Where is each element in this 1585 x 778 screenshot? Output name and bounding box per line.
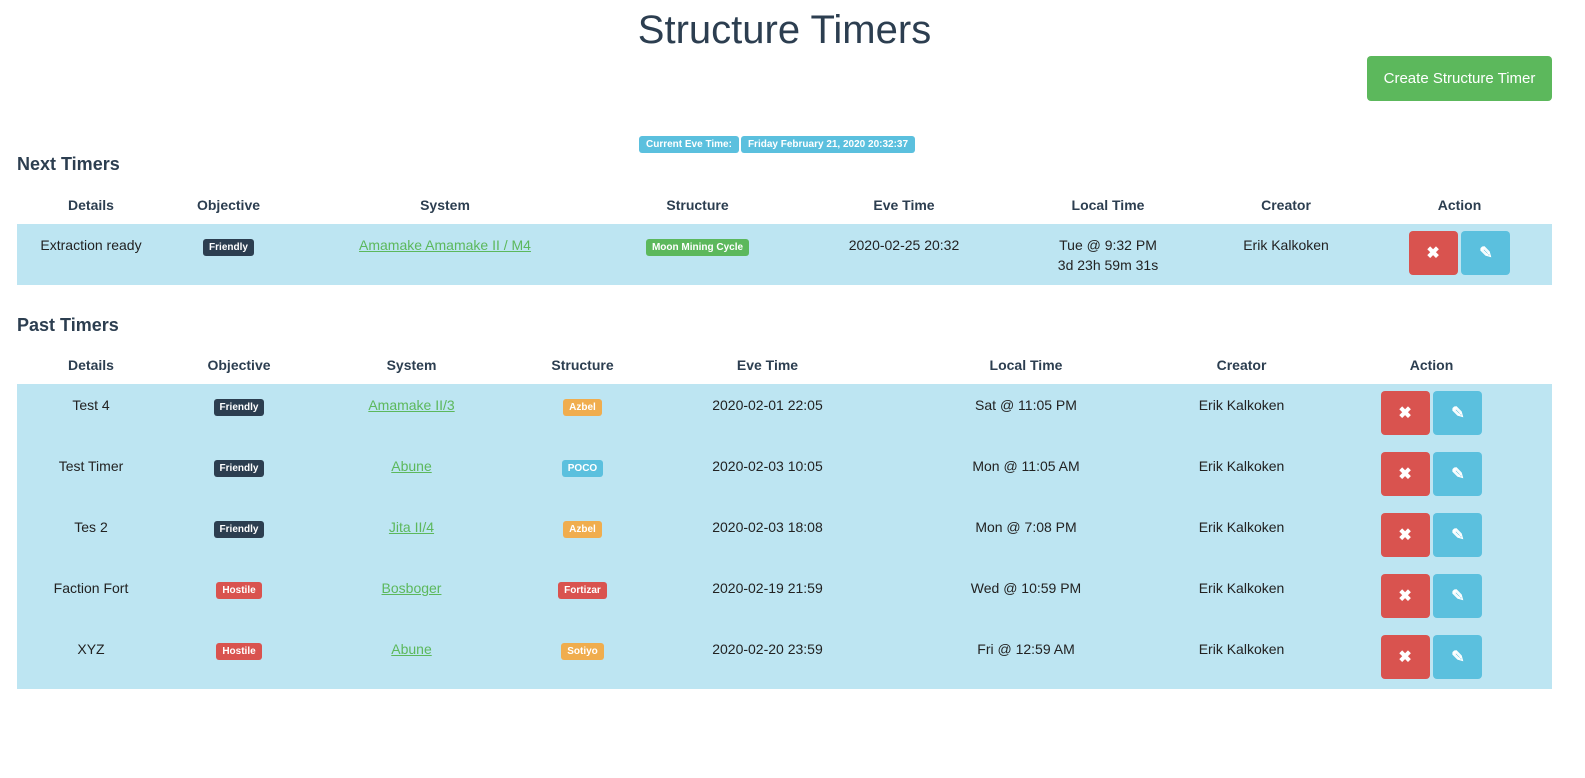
details: Test Timer bbox=[17, 445, 165, 506]
eve-time: 2020-02-03 18:08 bbox=[655, 506, 880, 567]
page-title: Structure Timers bbox=[637, 8, 932, 52]
pencil-icon: ✎ bbox=[1451, 405, 1465, 422]
structure-badge: Fortizar bbox=[558, 582, 607, 599]
edit-button[interactable]: ✎ bbox=[1461, 231, 1511, 275]
close-icon: ✖ bbox=[1398, 649, 1412, 666]
edit-button[interactable]: ✎ bbox=[1433, 635, 1483, 679]
creator: Erik Kalkoken bbox=[1172, 628, 1311, 689]
pencil-icon: ✎ bbox=[1479, 245, 1493, 262]
eve-time-label: Current Eve Time: bbox=[639, 136, 739, 153]
create-structure-timer-button[interactable]: Create Structure Timer bbox=[1367, 56, 1552, 101]
column-header: Structure bbox=[551, 357, 614, 373]
system-link[interactable]: Jita II/4 bbox=[388, 519, 435, 535]
local-time: Mon @ 11:05 AM bbox=[972, 458, 1080, 474]
column-header: Structure bbox=[666, 197, 729, 213]
current-eve-time: Current Eve Time: Friday February 21, 20… bbox=[639, 136, 916, 153]
pencil-icon: ✎ bbox=[1451, 649, 1465, 666]
delete-button[interactable]: ✖ bbox=[1380, 635, 1430, 679]
pencil-icon: ✎ bbox=[1451, 527, 1465, 544]
creator: Erik Kalkoken bbox=[1172, 384, 1311, 445]
table-row: Test 4 Friendly Amamake II/3 Azbel 2020-… bbox=[17, 384, 1552, 445]
objective-badge: Friendly bbox=[213, 460, 265, 477]
edit-button[interactable]: ✎ bbox=[1433, 452, 1483, 496]
pencil-icon: ✎ bbox=[1451, 588, 1465, 605]
column-header: Action bbox=[1409, 357, 1454, 373]
next-timers-heading: Next Timers bbox=[17, 154, 120, 174]
structure-badge: POCO bbox=[561, 460, 604, 477]
delete-button[interactable]: ✖ bbox=[1380, 513, 1430, 557]
past-timers-heading: Past Timers bbox=[17, 315, 119, 335]
system-link[interactable]: Bosboger bbox=[381, 580, 442, 596]
details: Faction Fort bbox=[17, 567, 165, 628]
system-link[interactable]: Amamake Amamake II / M4 bbox=[359, 237, 531, 253]
eve-time: 2020-02-01 22:05 bbox=[655, 384, 880, 445]
local-time: Wed @ 10:59 PM bbox=[970, 580, 1082, 596]
table-row: Test Timer Friendly Abune POCO 2020-02-0… bbox=[17, 445, 1552, 506]
column-header: Action bbox=[1437, 197, 1482, 213]
close-icon: ✖ bbox=[1398, 466, 1412, 483]
table-row: Tes 2 Friendly Jita II/4 Azbel 2020-02-0… bbox=[17, 506, 1552, 567]
column-header: Local Time bbox=[989, 357, 1063, 373]
delete-button[interactable]: ✖ bbox=[1380, 574, 1430, 618]
pencil-icon: ✎ bbox=[1451, 466, 1465, 483]
column-header: Creator bbox=[1261, 197, 1311, 213]
column-header: Eve Time bbox=[736, 357, 799, 373]
details: Tes 2 bbox=[17, 506, 165, 567]
table-row: Extraction ready Friendly Amamake Amamak… bbox=[17, 224, 1552, 285]
creator: Erik Kalkoken bbox=[1172, 567, 1311, 628]
column-header: Creator bbox=[1216, 357, 1267, 373]
next-timers-table: Details Objective System Structure Eve Time L… bbox=[17, 186, 1552, 285]
details: Extraction ready bbox=[17, 224, 165, 285]
column-header: Details bbox=[68, 357, 114, 373]
edit-button[interactable]: ✎ bbox=[1433, 513, 1483, 557]
table-row: XYZ Hostile Abune Sotiyo 2020-02-20 23:5… bbox=[17, 628, 1552, 689]
eve-time: 2020-02-25 20:32 bbox=[797, 224, 1011, 285]
objective-badge: Friendly bbox=[203, 239, 254, 256]
close-icon: ✖ bbox=[1426, 245, 1440, 262]
objective-badge: Friendly bbox=[213, 521, 265, 538]
details: XYZ bbox=[17, 628, 165, 689]
column-header: Eve Time bbox=[873, 197, 935, 213]
close-icon: ✖ bbox=[1398, 527, 1412, 544]
system-link[interactable]: Abune bbox=[391, 458, 432, 474]
local-time: Tue @ 9:32 PM bbox=[1059, 237, 1157, 253]
close-icon: ✖ bbox=[1398, 588, 1412, 605]
creator: Erik Kalkoken bbox=[1205, 224, 1367, 285]
table-row: Faction Fort Hostile Bosboger Fortizar 2… bbox=[17, 567, 1552, 628]
local-time: Mon @ 7:08 PM bbox=[975, 519, 1077, 535]
system-link[interactable]: Abune bbox=[391, 641, 432, 657]
structure-badge: Azbel bbox=[563, 399, 602, 416]
details: Test 4 bbox=[17, 384, 165, 445]
edit-button[interactable]: ✎ bbox=[1433, 574, 1483, 618]
creator: Erik Kalkoken bbox=[1172, 445, 1311, 506]
delete-button[interactable]: ✖ bbox=[1380, 391, 1430, 435]
delete-button[interactable]: ✖ bbox=[1408, 231, 1458, 275]
column-header: Details bbox=[68, 197, 114, 213]
system-link[interactable]: Amamake II/3 bbox=[368, 397, 455, 413]
column-header: Local Time bbox=[1071, 197, 1145, 213]
objective-badge: Friendly bbox=[213, 399, 265, 416]
structure-badge: Moon Mining Cycle bbox=[645, 239, 750, 256]
creator: Erik Kalkoken bbox=[1172, 506, 1311, 567]
structure-badge: Sotiyo bbox=[561, 643, 604, 660]
local-time: Sat @ 11:05 PM bbox=[975, 397, 1077, 413]
column-header: System bbox=[386, 357, 437, 373]
eve-time: 2020-02-20 23:59 bbox=[655, 628, 880, 689]
local-time: Fri @ 12:59 AM bbox=[977, 641, 1075, 657]
eve-time: 2020-02-03 10:05 bbox=[655, 445, 880, 506]
eve-time-value: Friday February 21, 2020 20:32:37 bbox=[740, 136, 916, 153]
eve-time: 2020-02-19 21:59 bbox=[655, 567, 880, 628]
column-header: Objective bbox=[207, 357, 271, 373]
objective-badge: Hostile bbox=[216, 643, 262, 660]
edit-button[interactable]: ✎ bbox=[1433, 391, 1483, 435]
objective-badge: Hostile bbox=[216, 582, 262, 599]
close-icon: ✖ bbox=[1398, 405, 1412, 422]
past-timers-table: Details Objective System Structure Eve Time L… bbox=[17, 346, 1552, 689]
column-header: Objective bbox=[196, 197, 261, 213]
column-header: System bbox=[420, 197, 470, 213]
delete-button[interactable]: ✖ bbox=[1380, 452, 1430, 496]
structure-badge: Azbel bbox=[563, 521, 602, 538]
countdown: 3d 23h 59m 31s bbox=[1057, 257, 1159, 273]
